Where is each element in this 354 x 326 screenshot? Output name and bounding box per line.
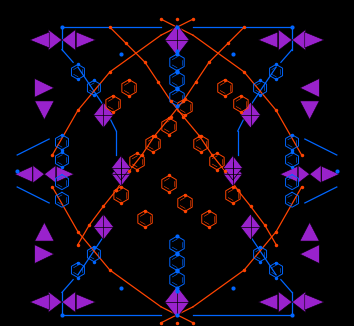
Polygon shape <box>223 162 242 186</box>
Polygon shape <box>279 292 292 312</box>
Polygon shape <box>76 294 96 310</box>
Polygon shape <box>35 245 54 263</box>
Polygon shape <box>292 30 306 50</box>
Polygon shape <box>35 79 54 97</box>
Polygon shape <box>292 292 306 312</box>
Polygon shape <box>56 166 74 182</box>
Polygon shape <box>165 286 189 318</box>
Polygon shape <box>298 165 310 183</box>
Polygon shape <box>279 30 292 50</box>
Polygon shape <box>112 162 131 186</box>
Polygon shape <box>310 165 321 183</box>
Polygon shape <box>35 101 54 120</box>
Polygon shape <box>240 102 261 128</box>
Polygon shape <box>280 166 298 182</box>
Polygon shape <box>258 32 278 48</box>
Polygon shape <box>62 292 75 312</box>
Polygon shape <box>300 245 319 263</box>
Polygon shape <box>35 222 54 241</box>
Polygon shape <box>300 79 319 97</box>
Polygon shape <box>93 102 114 128</box>
Polygon shape <box>48 292 62 312</box>
Polygon shape <box>112 156 131 180</box>
Polygon shape <box>300 101 319 120</box>
Polygon shape <box>258 294 278 310</box>
Polygon shape <box>322 166 339 182</box>
Polygon shape <box>305 294 324 310</box>
Polygon shape <box>44 165 56 183</box>
Polygon shape <box>30 32 49 48</box>
Polygon shape <box>223 156 242 180</box>
Polygon shape <box>165 24 189 56</box>
Polygon shape <box>30 294 49 310</box>
Polygon shape <box>33 165 44 183</box>
Polygon shape <box>62 30 75 50</box>
Polygon shape <box>48 30 62 50</box>
Polygon shape <box>93 214 114 240</box>
Polygon shape <box>300 222 319 241</box>
Polygon shape <box>240 214 261 240</box>
Polygon shape <box>15 166 32 182</box>
Polygon shape <box>305 32 324 48</box>
Polygon shape <box>76 32 96 48</box>
